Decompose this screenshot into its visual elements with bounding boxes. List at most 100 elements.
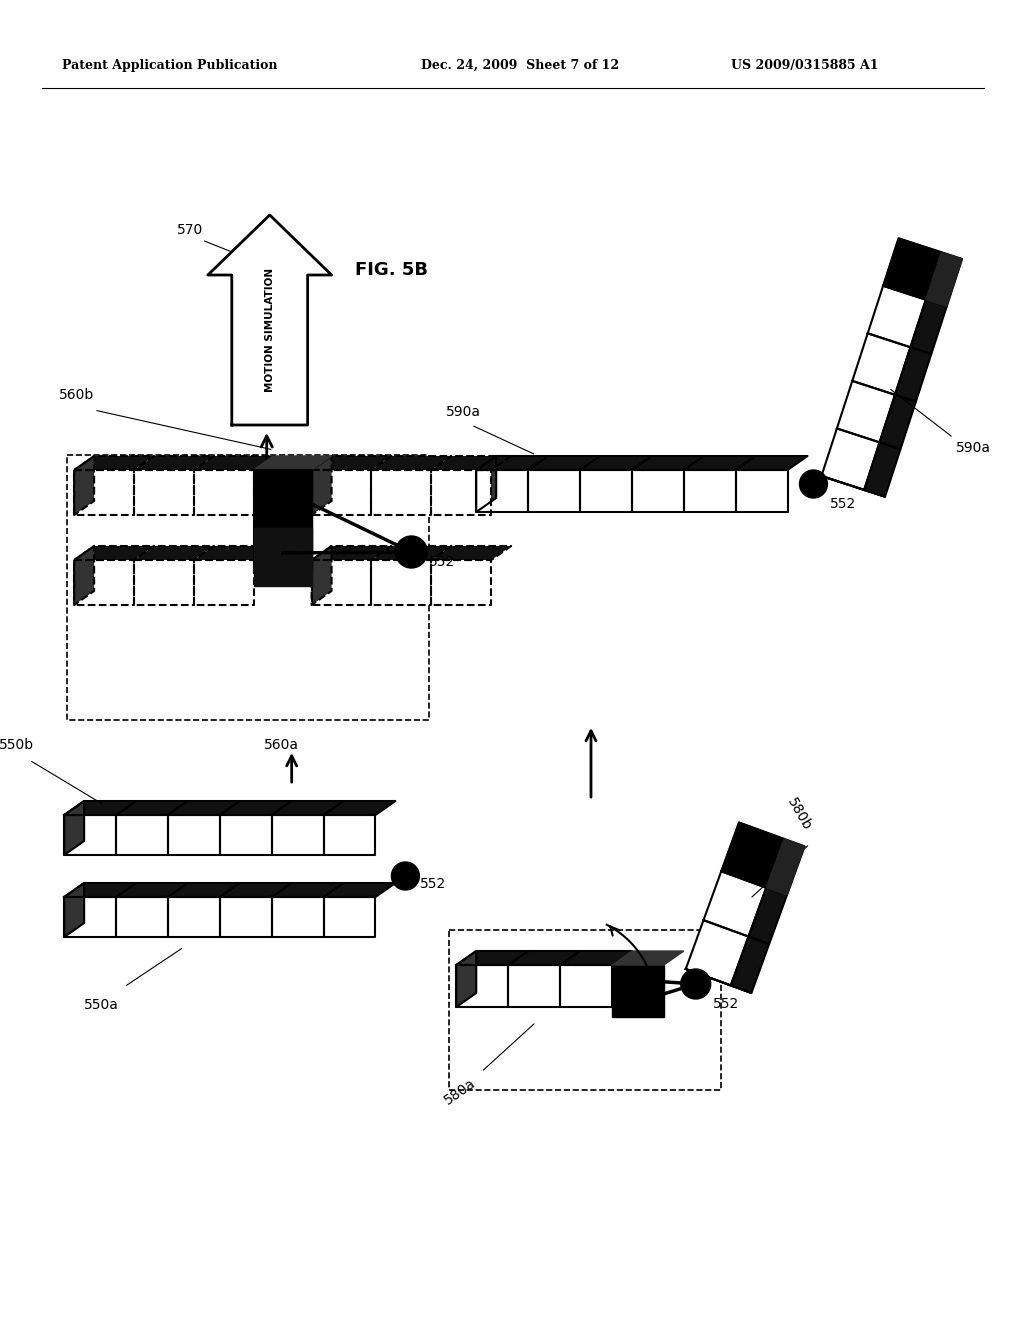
Polygon shape [168,801,240,814]
Polygon shape [580,455,652,470]
Text: Dec. 24, 2009  Sheet 7 of 12: Dec. 24, 2009 Sheet 7 of 12 [421,58,620,71]
Text: 552: 552 [713,997,739,1011]
Polygon shape [431,455,511,470]
Polygon shape [134,546,214,560]
Polygon shape [431,546,511,560]
Polygon shape [612,950,684,965]
Polygon shape [372,455,452,470]
Polygon shape [194,546,273,560]
Text: 560a: 560a [264,738,299,752]
Polygon shape [311,455,332,515]
Polygon shape [65,898,116,937]
Polygon shape [116,898,168,937]
Polygon shape [821,477,885,496]
Polygon shape [65,883,136,898]
Polygon shape [684,470,735,512]
Text: 552: 552 [429,554,456,569]
Text: 580a: 580a [441,1076,478,1107]
Polygon shape [220,898,271,937]
Polygon shape [254,455,273,573]
Polygon shape [686,969,752,993]
Polygon shape [766,838,805,895]
Text: 560b: 560b [59,388,94,403]
Polygon shape [65,801,84,855]
Polygon shape [372,546,452,560]
Polygon shape [837,381,895,442]
Polygon shape [580,470,632,512]
Polygon shape [684,455,756,470]
Polygon shape [721,822,784,887]
Polygon shape [749,887,786,944]
Polygon shape [528,470,580,512]
Polygon shape [895,347,931,401]
Polygon shape [220,801,292,814]
Polygon shape [703,871,766,937]
Polygon shape [65,883,84,937]
Polygon shape [74,455,94,515]
Polygon shape [271,801,343,814]
Text: Patent Application Publication: Patent Application Publication [62,58,278,71]
Polygon shape [74,455,154,470]
Polygon shape [632,455,703,470]
Polygon shape [74,470,134,515]
Polygon shape [194,470,254,515]
Polygon shape [254,528,311,586]
Polygon shape [271,883,343,898]
Polygon shape [457,950,528,965]
Text: MOTION SIMULATION: MOTION SIMULATION [265,268,274,392]
Text: 580b: 580b [784,795,814,833]
Polygon shape [372,560,431,605]
Polygon shape [116,883,187,898]
Polygon shape [721,822,784,887]
Polygon shape [476,455,548,470]
Polygon shape [311,560,372,605]
Text: US 2009/0315885 A1: US 2009/0315885 A1 [731,58,879,71]
Polygon shape [254,455,332,470]
Polygon shape [168,898,220,937]
Polygon shape [116,801,187,814]
Circle shape [681,969,711,999]
Polygon shape [926,252,963,306]
Polygon shape [134,455,214,470]
Polygon shape [168,883,240,898]
Polygon shape [883,238,941,300]
Polygon shape [208,215,332,425]
Polygon shape [457,950,476,1007]
Polygon shape [116,814,168,855]
Polygon shape [74,546,94,605]
Polygon shape [731,937,769,993]
Circle shape [391,862,420,890]
Polygon shape [324,898,376,937]
Polygon shape [560,950,632,965]
Polygon shape [612,965,664,1016]
Polygon shape [220,814,271,855]
Polygon shape [372,470,431,515]
Polygon shape [254,470,311,573]
Polygon shape [311,546,332,605]
Polygon shape [867,286,926,347]
Polygon shape [632,470,684,512]
Polygon shape [65,814,116,855]
Polygon shape [528,455,600,470]
Polygon shape [926,252,963,306]
Polygon shape [560,965,612,1007]
Text: 590a: 590a [955,441,990,455]
Polygon shape [311,455,391,470]
Polygon shape [324,801,395,814]
Text: 570: 570 [177,223,203,238]
Polygon shape [431,560,492,605]
Polygon shape [74,546,154,560]
Polygon shape [457,965,508,1007]
Polygon shape [324,883,395,898]
Polygon shape [883,238,941,300]
Polygon shape [271,814,324,855]
Polygon shape [910,300,947,354]
Text: FIG. 5B: FIG. 5B [355,261,428,279]
Polygon shape [431,470,492,515]
Polygon shape [134,560,194,605]
Polygon shape [508,950,580,965]
Polygon shape [821,429,880,490]
Polygon shape [476,455,497,512]
Polygon shape [735,470,787,512]
Circle shape [395,536,427,568]
